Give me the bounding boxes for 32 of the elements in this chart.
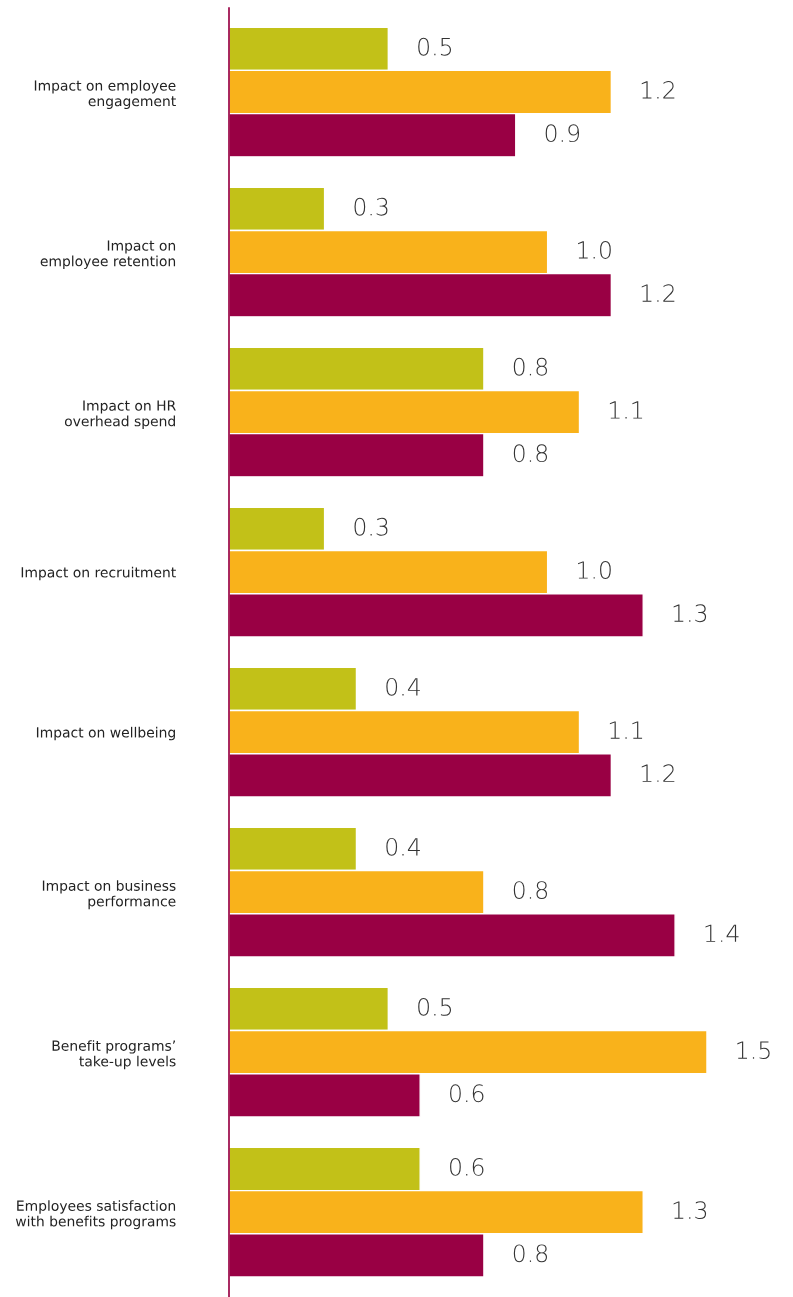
y-tick-label: Impact on business performance: [42, 880, 176, 910]
y-tick-label: Impact on wellbeing: [36, 726, 175, 741]
y-tick-label: Benefit programs’ take-up levels: [52, 1040, 176, 1070]
data-label: 0.9: [545, 124, 580, 143]
y-tick-label: Impact on HR overhead spend: [64, 400, 176, 430]
data-label: 0.8: [513, 444, 548, 463]
data-label: 1.0: [578, 561, 611, 579]
data-label: 0.3: [354, 197, 388, 216]
data-label: 0.8: [513, 357, 548, 376]
data-label: 0.6: [450, 1157, 484, 1176]
data-label: 0.4: [386, 837, 420, 856]
data-label: 1.2: [641, 764, 675, 782]
data-label: 0.4: [386, 677, 420, 696]
y-tick-label: Impact on employee engagement: [34, 80, 176, 110]
data-label: 1.2: [641, 284, 675, 302]
data-label: 1.2: [641, 81, 675, 99]
y-tick-label: Employees satisfaction with benefits programs: [15, 1200, 176, 1230]
data-label: 1.1: [609, 721, 643, 739]
data-label: 1.5: [737, 1041, 770, 1060]
data-label: 1.3: [673, 604, 707, 623]
data-label: 1.0: [578, 241, 611, 259]
data-label: 0.5: [418, 37, 452, 56]
data-label: 0.3: [354, 517, 388, 536]
data-label: 0.6: [450, 1084, 484, 1103]
y-tick-label: Impact on recruitment: [21, 566, 176, 581]
data-label: 0.5: [418, 997, 452, 1016]
data-label: 0.8: [513, 1244, 548, 1263]
data-label: 1.4: [705, 924, 739, 942]
data-label: 0.8: [513, 881, 548, 899]
y-tick-label: Impact on employee retention: [40, 240, 176, 270]
data-label: 1.3: [673, 1201, 707, 1220]
data-label: 1.1: [609, 401, 643, 419]
